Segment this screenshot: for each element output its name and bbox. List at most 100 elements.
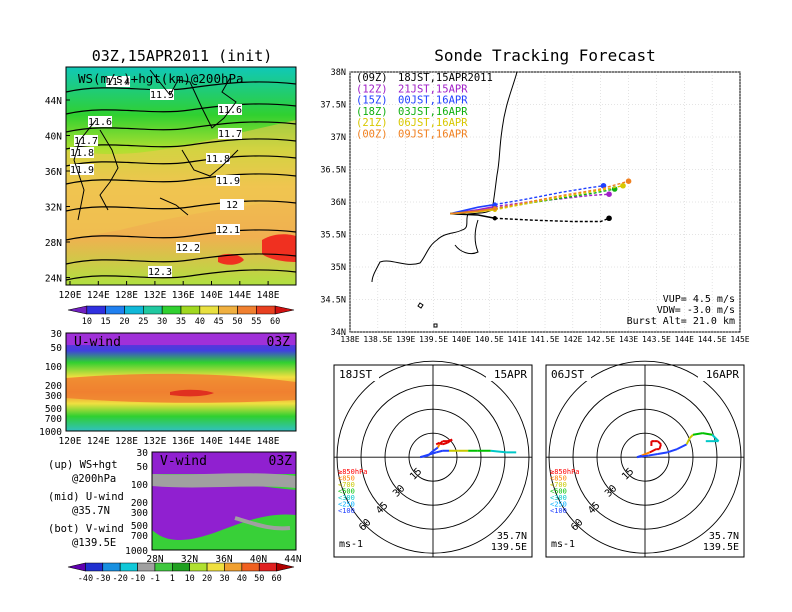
hodo-trace-segment	[702, 432, 713, 436]
hodo-trace-segment	[649, 448, 657, 454]
lat-tick-label: 44N	[284, 554, 301, 565]
hodo-trace-segment	[641, 451, 651, 457]
contour-label-bg	[74, 135, 98, 146]
hodo-time-bg	[337, 367, 379, 381]
track-descent-line	[494, 185, 604, 206]
pressure-legend-item: ≥850hPa	[338, 468, 368, 476]
hodo-trace-segment	[711, 434, 720, 442]
legend-line-sub: @200hPa	[72, 473, 116, 485]
pressure-tick-label: 50	[137, 462, 149, 473]
height-contours	[65, 81, 297, 281]
v-wind-gray-region	[152, 473, 296, 488]
pressure-tick-label: 30	[51, 329, 63, 340]
colorbar-label: 60	[270, 317, 280, 327]
lon-tick-label: 124E	[87, 290, 110, 301]
colorbar-swatch	[276, 562, 295, 572]
pressure-legend-item: <100	[338, 507, 355, 515]
wind-colorbar: -40 -30 -20 -10 -1 1 10 20 30 40 50 60	[67, 562, 295, 584]
contour-label-bg	[70, 147, 94, 158]
hodo-trace-segment	[419, 451, 437, 459]
track-ascent-line	[450, 203, 495, 215]
hodo-unit: ms-1	[551, 539, 575, 550]
height-contour-line	[65, 229, 297, 241]
height-contour-line	[65, 138, 297, 150]
colorbar-label: 40	[195, 317, 205, 327]
height-contour-line	[65, 173, 297, 185]
lon-tick-label: 132E	[143, 436, 166, 447]
lon-tick-label: 120E	[59, 436, 82, 447]
hodo-date: 16APR	[706, 368, 739, 381]
colorbar-swatch	[143, 305, 163, 315]
colorbar-label: 20	[119, 317, 129, 327]
forecast-param: Burst Alt= 21.0 km	[627, 316, 735, 327]
lon-tick-label: 139.5E	[419, 335, 448, 344]
track-burst-point	[492, 216, 498, 221]
v-wind-negative-region	[152, 476, 296, 540]
colorbar-swatch	[119, 562, 138, 572]
track-landing-point	[625, 178, 632, 184]
colorbar-label: 25	[138, 317, 148, 327]
pressure-tick-label: 200	[131, 498, 148, 509]
ws-map-lon-ticks: 120E 124E 128E 132E 136E 140E 144E 148E	[59, 281, 280, 301]
hodo-trace-segment	[692, 432, 703, 436]
lon-tick-label: 141.5E	[531, 335, 560, 344]
u-wind-frame	[65, 332, 297, 432]
ws-colorbar: 10 15 20 25 30 35 40 45 50 55 60	[67, 305, 295, 327]
lon-tick-label: 144E	[675, 335, 694, 344]
u-wind-top-band	[66, 333, 296, 345]
colorbar-swatch	[85, 562, 104, 572]
pressure-tick-label: 1000	[125, 546, 148, 557]
forecast-legend-text: 09JST,16APR	[398, 129, 468, 141]
height-contour-line	[65, 103, 297, 115]
colorbar-swatch	[199, 305, 219, 315]
lat-tick-label: 40N	[45, 132, 62, 143]
legend-line: (up) WS+hgt	[48, 459, 118, 471]
lon-tick-label: 142.5E	[586, 335, 615, 344]
contour-label: 11.5	[150, 90, 174, 101]
colorbar-label: 45	[214, 317, 224, 327]
hodo-lat: 35.7N	[497, 531, 527, 542]
left-panel-title: 03Z,15APR2011 (init)	[92, 47, 273, 65]
colorbar-label: 40	[237, 574, 247, 584]
height-contour-line	[65, 253, 297, 265]
pressure-tick-label: 30	[137, 448, 149, 459]
lon-tick-label: 132E	[143, 290, 166, 301]
pressure-tick-label: 700	[45, 414, 62, 425]
colorbar-label: 30	[157, 317, 167, 327]
pressure-legend-item: <500	[550, 488, 567, 496]
hodo-trace-segment	[658, 444, 662, 450]
pressure-legend-item: <250	[550, 501, 567, 509]
legend-line: (mid) U-wind	[48, 491, 124, 503]
u-wind-core	[66, 373, 296, 403]
u-wind-jet-max	[170, 389, 214, 397]
contour-label-bg	[88, 116, 112, 127]
forecast-legend-code: (00Z)	[356, 129, 388, 141]
colorbar-label: 30	[219, 574, 229, 584]
lon-tick-label: 138E	[340, 335, 359, 344]
pressure-legend-item: <850	[338, 475, 355, 483]
forecast-legend-text: 00JST,16APR	[398, 95, 468, 107]
colorbar-swatch	[274, 305, 295, 315]
height-contour-line	[65, 269, 297, 281]
track-descent-line	[494, 217, 610, 223]
lon-tick-label: 124E	[87, 436, 110, 447]
colorbar-label: 60	[271, 574, 281, 584]
track-descent-line	[494, 185, 624, 211]
contour-label-bg	[220, 199, 244, 210]
v-wind-frame	[151, 451, 297, 551]
contour-label: 11.8	[206, 154, 230, 165]
ws-map-label: WS(m/s)+hgt(km)@200hPa	[78, 71, 244, 86]
colorbar-label: 35	[176, 317, 186, 327]
lon-tick-label: 144E	[228, 436, 251, 447]
lat-tick-label: 28N	[45, 238, 62, 249]
forecast-title: Sonde Tracking Forecast	[434, 46, 656, 65]
hodo-trace-segment	[648, 452, 658, 457]
lon-tick-label: 145E	[730, 335, 749, 344]
lon-tick-label: 148E	[257, 436, 280, 447]
hodo-trace-segment	[435, 441, 440, 446]
lat-tick-label: 35N	[331, 263, 346, 273]
lat-tick-label: 35.5N	[320, 231, 346, 241]
contour-label: 11.6	[88, 117, 112, 128]
